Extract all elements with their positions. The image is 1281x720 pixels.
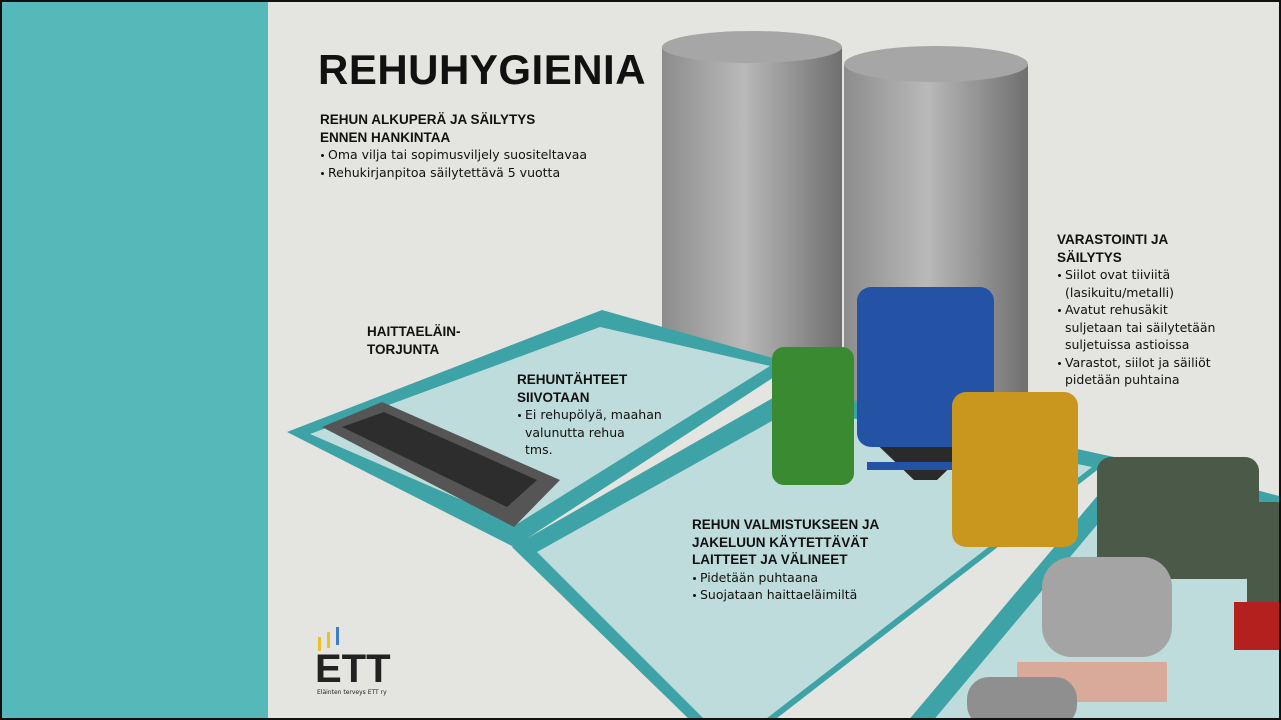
bullet-list: Ei rehupölyä, maahan valunutta rehua tms.	[517, 406, 662, 459]
logo-mark	[327, 632, 330, 648]
heading-line: REHUN ALKUPERÄ JA SÄILYTYS	[320, 112, 536, 127]
green-bin	[772, 347, 854, 485]
bullet-line: Rehukirjanpitoa säilytettävä 5 vuotta	[320, 164, 587, 182]
bullet-line: (lasikuitu/metalli)	[1065, 284, 1175, 300]
heading-line: SÄILYTYS	[1057, 249, 1122, 265]
trough-inside	[342, 412, 537, 507]
heading-line: ENNEN HANKINTAA	[320, 129, 451, 145]
text-section: VARASTOINTI JA SÄILYTYS Siilot ovat tiivii…	[1057, 231, 1215, 389]
bullet-line: Ei rehupölyä, maahan	[517, 406, 662, 424]
bullet-line: suljetaan tai säilytetään	[1065, 319, 1216, 335]
bullet-line: Oma vilja tai sopimusviljely suositeltav…	[320, 146, 587, 164]
silo	[662, 31, 842, 377]
slide-title: REHUHYGIENIA	[318, 46, 647, 93]
bullet-list: Pidetään puhtaana Suojataan haittaeläimil…	[692, 569, 879, 604]
bullet-line: Siilot ovat tiiviitä	[1057, 266, 1215, 284]
logo-name: ETT	[315, 647, 391, 691]
red-box	[1234, 602, 1279, 650]
bullet-line: suljetuissa astioissa	[1065, 337, 1190, 352]
container	[1097, 457, 1259, 579]
text-section: REHUN ALKUPERÄ JA SÄILYTYS ENNEN HANKINTA…	[320, 111, 587, 181]
heading-line: JAKELUUN KÄYTETTÄVÄT	[692, 534, 869, 550]
section-heading: REHUN ALKUPERÄ JA SÄILYTYS ENNEN HANKINTA…	[320, 111, 587, 146]
text-section: REHUNTÄHTEET SIIVOTAAN Ei rehupölyä, maaha…	[517, 371, 662, 459]
section-heading: HAITTAELÄIN- TORJUNTA	[367, 323, 461, 358]
container	[1247, 502, 1279, 612]
bullet-line: tms.	[525, 442, 553, 457]
side-bar	[2, 2, 268, 718]
bullet-line: valunutta rehua	[525, 424, 625, 440]
section-heading: REHUNTÄHTEET SIIVOTAAN	[517, 371, 662, 406]
bullet-line: Pidetään puhtaana	[692, 569, 879, 587]
bullet-list: Oma vilja tai sopimusviljely suositeltav…	[320, 146, 587, 181]
text-section: HAITTAELÄIN- TORJUNTA	[367, 323, 461, 358]
section-heading: VARASTOINTI JA SÄILYTYS	[1057, 231, 1215, 266]
bullet-list: Siilot ovat tiiviitä (lasikuitu/metalli) A…	[1057, 266, 1215, 389]
section-heading: REHUN VALMISTUKSEEN JA JAKELUUN KÄYTETTÄV…	[692, 516, 879, 569]
heading-line: TORJUNTA	[367, 341, 440, 357]
bullet-line: pidetään puhtaina	[1065, 372, 1180, 387]
heading-line: SIIVOTAAN	[517, 389, 590, 405]
yellow-bin	[952, 392, 1078, 547]
logo-mark	[318, 637, 321, 651]
heading-line: VARASTOINTI JA	[1057, 232, 1169, 247]
bullet-line: Avatut rehusäkit	[1057, 301, 1215, 319]
text-section: REHUN VALMISTUKSEEN JA JAKELUUN KÄYTETTÄV…	[692, 516, 879, 604]
logo-mark	[336, 627, 339, 645]
heading-line: HAITTAELÄIN-	[367, 324, 461, 339]
bale	[1042, 557, 1172, 657]
pipe	[867, 462, 957, 470]
bullet-line: Suojataan haittaeläimiltä	[692, 586, 879, 604]
heading-line: LAITTEET JA VÄLINEET	[692, 552, 848, 567]
heading-line: REHUN VALMISTUKSEEN JA	[692, 517, 880, 532]
heading-line: REHUNTÄHTEET	[517, 372, 628, 387]
logo-subtitle: Eläinten terveys ETT ry	[317, 689, 387, 696]
bullet-line: Varastot, siilot ja säiliöt	[1057, 354, 1215, 372]
bale	[967, 677, 1077, 718]
